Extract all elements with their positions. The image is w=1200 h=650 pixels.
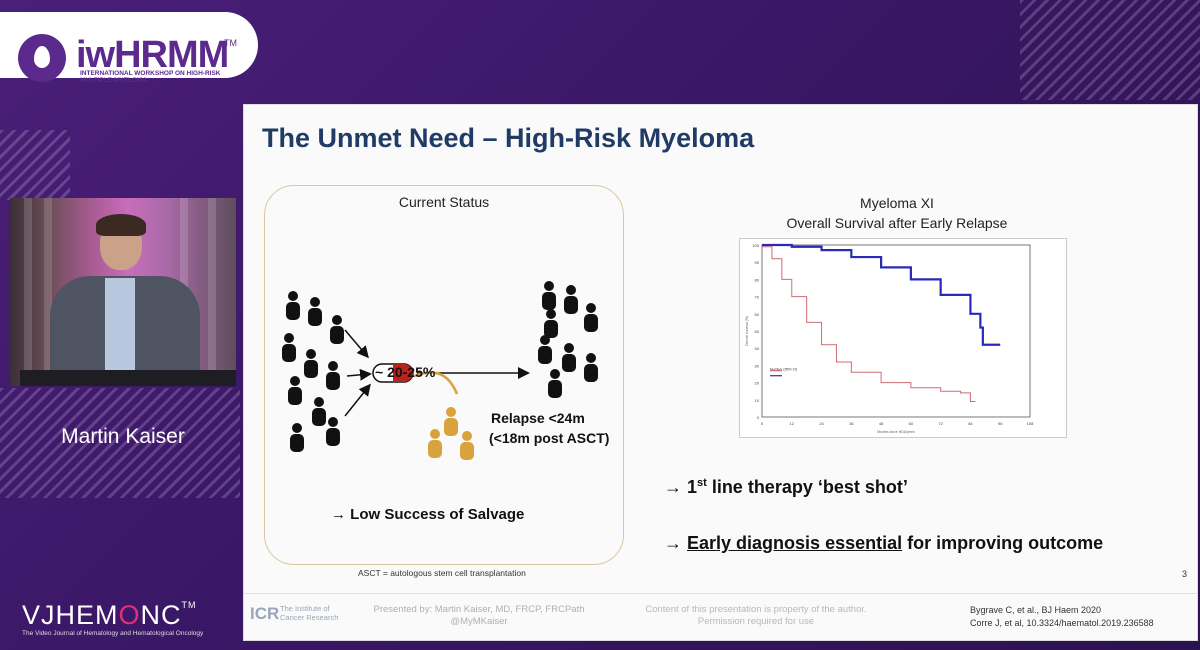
bullet1-sup: st xyxy=(697,477,707,489)
citation-2: Corre J, et al, 10.3324/haematol.2019.23… xyxy=(970,618,1154,628)
speaker-video xyxy=(10,198,236,386)
iwhrmm-logo: iwHRMM TM INTERNATIONAL WORKSHOP ON HIGH… xyxy=(0,12,258,84)
relapse-group-icon xyxy=(428,407,474,460)
content-note-line1: Content of this presentation is property… xyxy=(645,604,867,615)
decorative-stripes-top-right xyxy=(1020,0,1200,100)
citations: Bygrave C, et al., BJ Haem 2020 Corre J,… xyxy=(970,604,1154,630)
x-tick-label: 12 xyxy=(790,421,795,426)
legend-title: Number (95% CI) xyxy=(770,368,797,372)
patient-group-left-icon xyxy=(282,291,344,452)
slide-title: The Unmet Need – High-Risk Myeloma xyxy=(262,123,755,153)
asct-footnote: ASCT = autologous stem cell transplantat… xyxy=(358,568,526,578)
presented-by: Presented by: Martin Kaiser, MD, FRCP, F… xyxy=(354,604,604,628)
panel-title: Current Status xyxy=(398,194,490,210)
presented-by-line2: @MyMKaiser xyxy=(450,616,508,627)
logo-subtitle: INTERNATIONAL WORKSHOP ON HIGH-RISK MULT… xyxy=(80,70,221,84)
bullet-early-diagnosis: → Early diagnosis essential for improvin… xyxy=(664,533,1103,554)
y-tick-label: 40 xyxy=(755,346,760,351)
survival-line-1 xyxy=(762,246,976,403)
vj-logo-text-end: NC xyxy=(140,600,182,630)
pill-icon xyxy=(372,363,414,383)
relapse-label: Relapse <24m (<18m post ASCT) xyxy=(489,408,609,448)
relapse-line1: Relapse <24m xyxy=(491,410,585,426)
bullet1-ordinal: 1 xyxy=(687,477,698,497)
bullet2-text: for improving outcome xyxy=(902,533,1104,553)
y-tick-label: 100 xyxy=(752,243,759,248)
survival-chart: 0 10 20 30 40 50 60 70 80 90 100 0 12 24 36 48 60 72 84 96 1… xyxy=(739,238,1067,438)
speaker-hair xyxy=(96,214,146,236)
y-tick-label: 80 xyxy=(755,277,760,282)
y-tick-label: 10 xyxy=(755,398,760,403)
vj-subtitle: The Video Journal of Hematology and Hema… xyxy=(22,630,204,637)
x-tick-label: 60 xyxy=(909,421,914,426)
bullet1-text: line therapy ‘best shot’ xyxy=(706,477,908,497)
x-tick-label: 108 xyxy=(1027,421,1034,426)
y-tick-label: 60 xyxy=(755,312,760,317)
y-tick-label: 20 xyxy=(755,381,760,386)
x-axis-label: Months since HDA/phen xyxy=(877,430,915,434)
bullet2-underlined: Early diagnosis essential xyxy=(687,533,903,553)
current-status-panel: Current Status xyxy=(264,185,624,565)
percent-label: ~ 20-25% xyxy=(375,364,436,380)
logo-trademark: TM xyxy=(224,38,237,48)
survival-line-0 xyxy=(762,243,1001,346)
icr-logo: ICR xyxy=(250,604,280,623)
logo-text: iwHRMM xyxy=(76,34,229,76)
citation-1: Bygrave C, et al., BJ Haem 2020 xyxy=(970,605,1102,615)
page-number: 3 xyxy=(1181,569,1187,579)
chart-title-line2: Overall Survival after Early Relapse xyxy=(786,215,1008,231)
patient-group-right-icon xyxy=(538,281,598,398)
podium xyxy=(20,370,236,386)
icr-name: The Institute of Cancer Research xyxy=(280,604,339,622)
y-tick-label: 90 xyxy=(755,260,760,265)
speaker-name: Martin Kaiser xyxy=(61,425,185,448)
vjhemonc-logo: VJHEMONCTM The Video Journal of Hematolo… xyxy=(22,600,203,637)
y-tick-label: 0 xyxy=(757,415,760,420)
vj-logo-o: O xyxy=(118,600,141,630)
content-note: Content of this presentation is property… xyxy=(636,604,876,628)
x-tick-label: 96 xyxy=(998,421,1003,426)
vj-logo-text: VJHEM xyxy=(22,600,119,630)
content-note-line2: Permission required for use xyxy=(697,616,815,627)
y-tick-label: 30 xyxy=(755,363,760,368)
x-tick-label: 24 xyxy=(819,421,824,426)
salvage-text: → Low Success of Salvage xyxy=(331,506,525,523)
plot-frame xyxy=(761,244,1031,418)
slide-footer: ICR The Institute of Cancer Research Pre… xyxy=(244,593,1197,640)
chart-title-line1: Myeloma XI xyxy=(860,195,934,211)
chart-title: Myeloma XI Overall Survival after Early … xyxy=(772,193,1022,233)
vj-trademark: TM xyxy=(181,600,197,610)
x-tick-label: 48 xyxy=(879,421,884,426)
patient-flow-diagram xyxy=(282,281,598,460)
y-axis-label: Overall survival (%) xyxy=(745,316,749,346)
x-tick-label: 84 xyxy=(968,421,973,426)
y-tick-label: 70 xyxy=(755,295,760,300)
relapse-line2: (<18m post ASCT) xyxy=(489,430,610,446)
x-tick-label: 0 xyxy=(761,421,764,426)
presentation-slide: The Unmet Need – High-Risk Myeloma Curre… xyxy=(243,104,1198,641)
survival-chart-svg: 0 10 20 30 40 50 60 70 80 90 100 0 12 24 36 48 60 72 84 96 1… xyxy=(745,243,1034,434)
x-tick-label: 36 xyxy=(849,421,854,426)
arrows-into-pill xyxy=(344,329,372,417)
speaker-shirt xyxy=(105,278,135,378)
arrow-icon: → xyxy=(664,477,682,497)
drop-icon xyxy=(18,34,66,82)
x-tick-label: 72 xyxy=(938,421,943,426)
bullet-first-line-therapy: → 1st line therapy ‘best shot’ xyxy=(664,477,908,498)
y-tick-label: 50 xyxy=(755,329,760,334)
relapse-curve xyxy=(414,371,459,395)
presented-by-line1: Presented by: Martin Kaiser, MD, FRCP, F… xyxy=(373,604,585,615)
decorative-stripes-left xyxy=(0,130,70,200)
decorative-stripes-bottom-left xyxy=(0,388,240,498)
arrow-icon: → xyxy=(664,533,682,553)
